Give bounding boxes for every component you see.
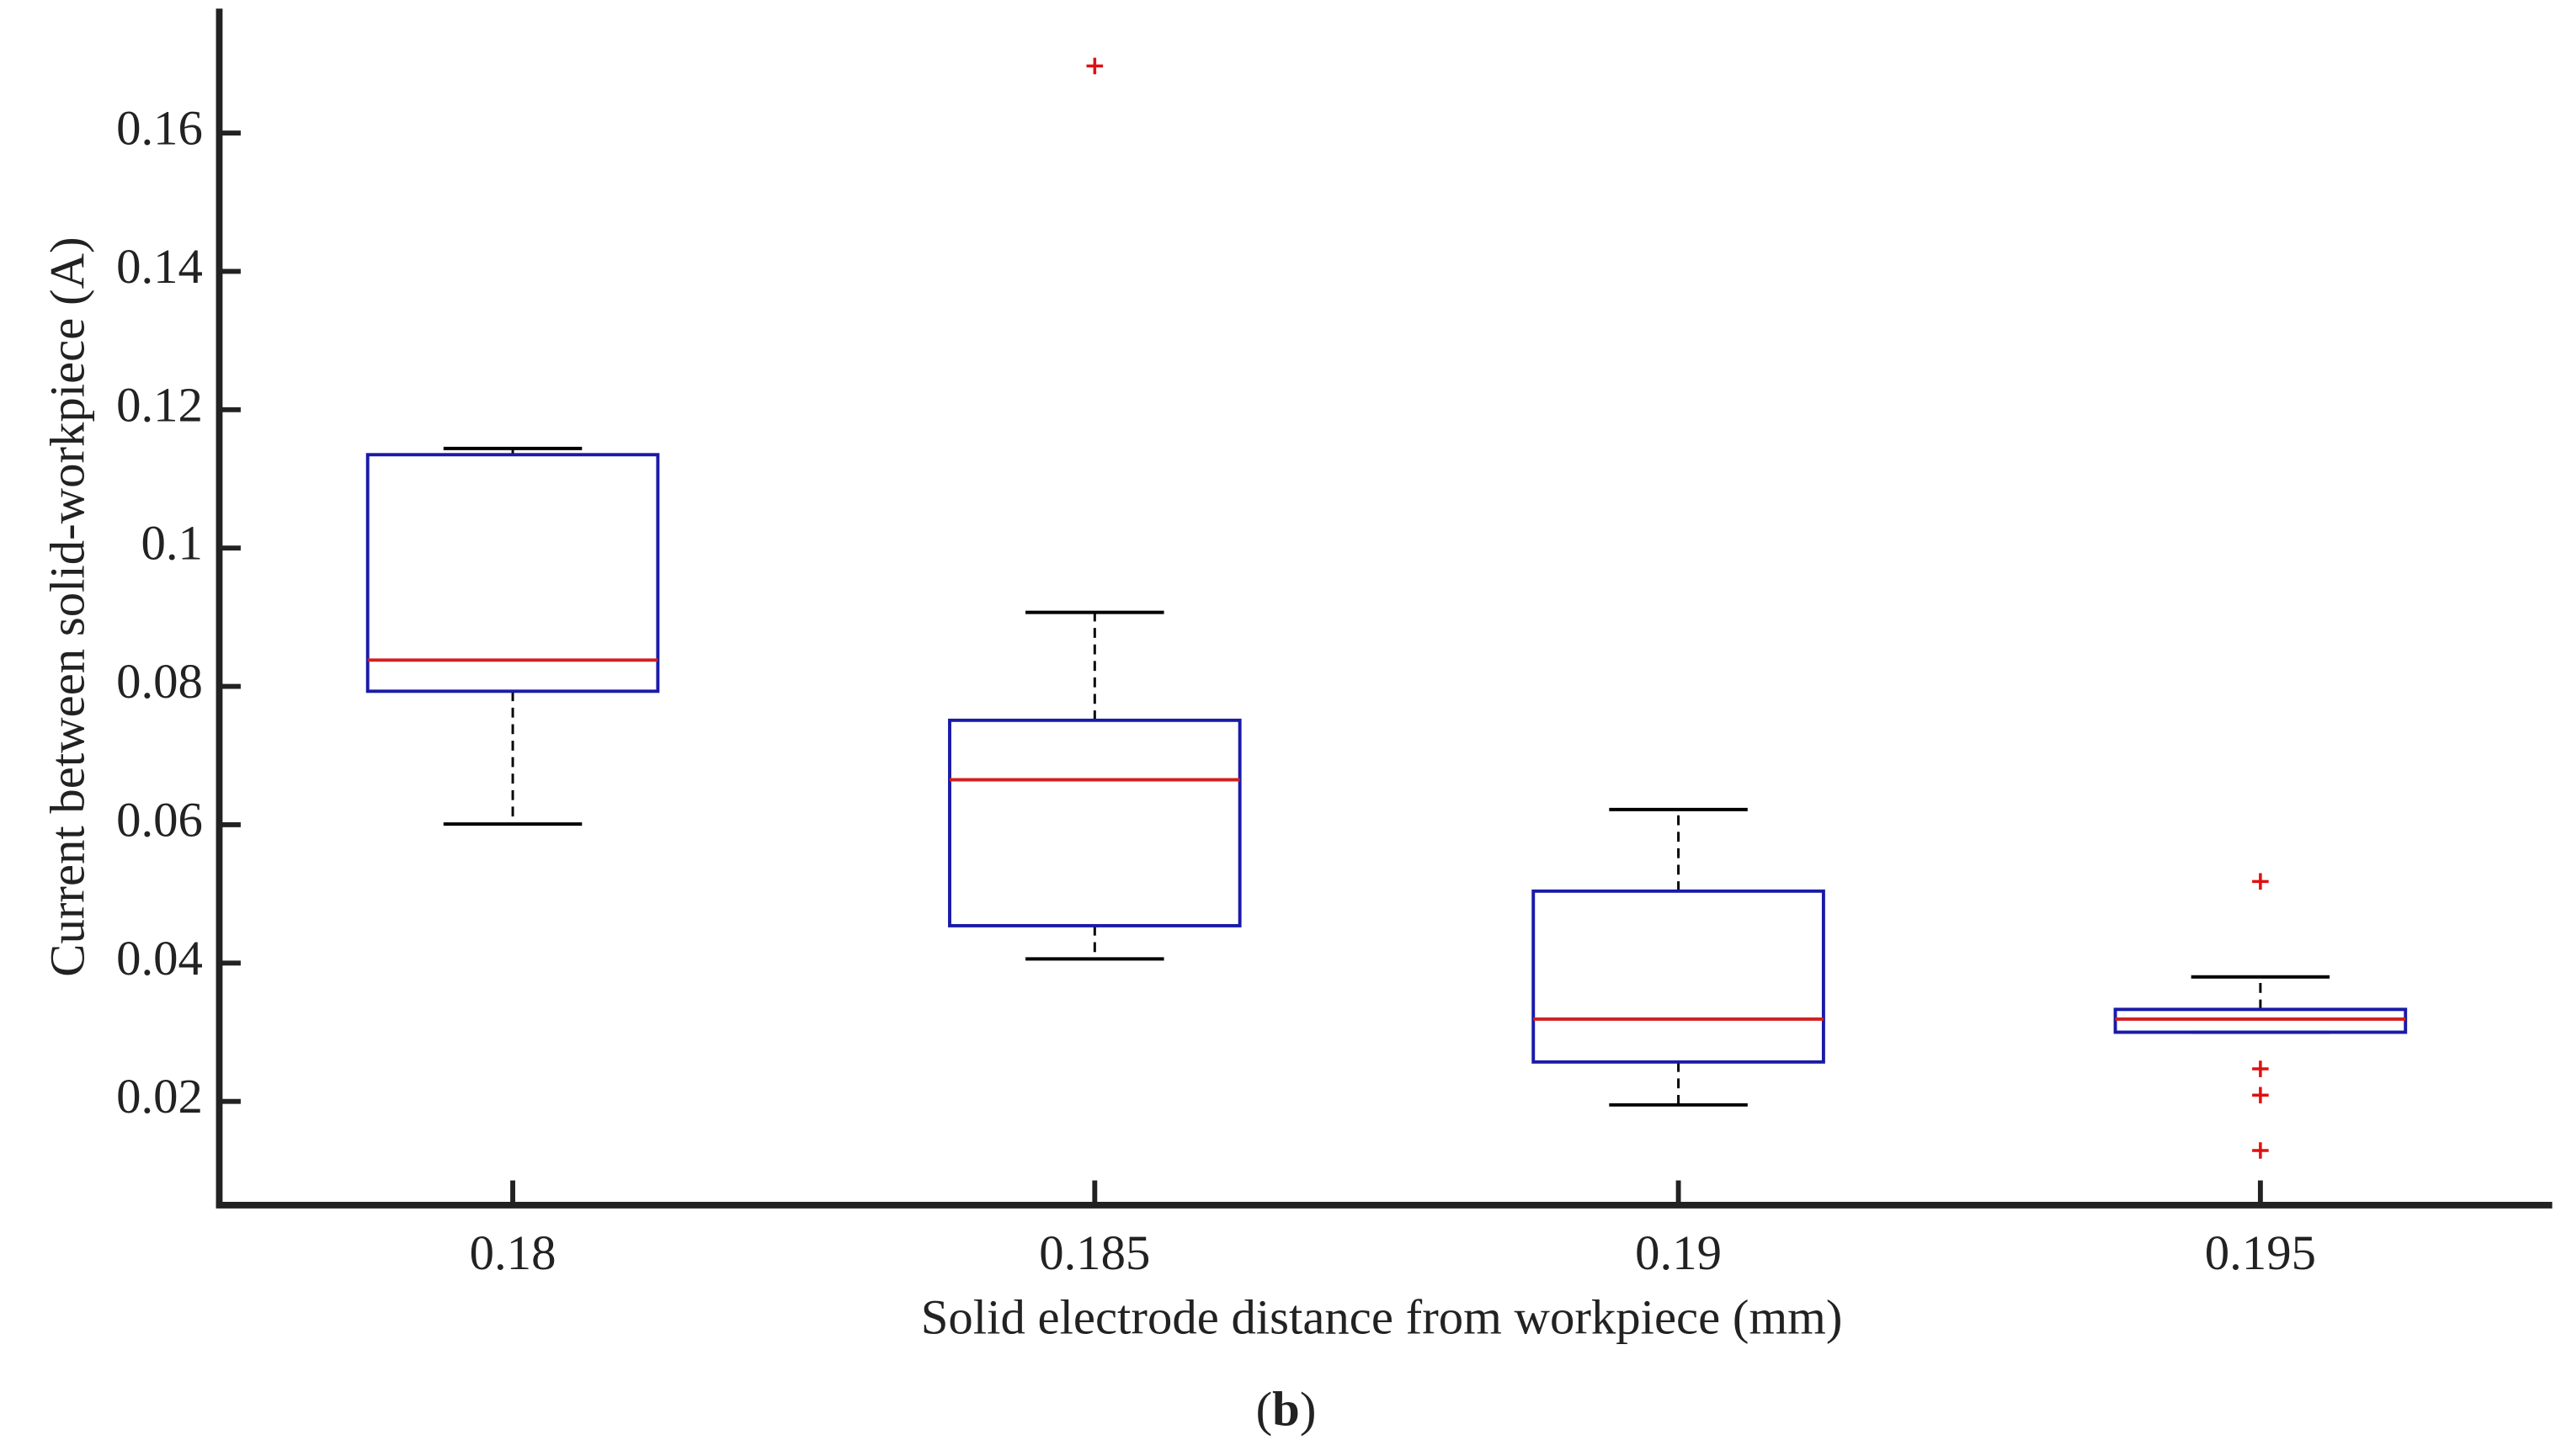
y-tick-label: 0.12 [116,377,203,432]
outlier [2252,1087,2269,1104]
y-tick-label: 0.08 [116,654,203,709]
y-tick-label: 0.16 [116,101,203,156]
box [2113,1007,2408,1034]
y-tick-label: 0.02 [116,1069,203,1124]
x-tick-label: 0.195 [2205,1225,2316,1280]
y-tick-label: 0.1 [141,516,202,571]
x-tick-label: 0.19 [1635,1225,1722,1280]
y-axis-label: Current between solid-workpiece (A) [40,236,95,976]
caption-text: b [1272,1382,1300,1437]
y-tick-label: 0.14 [116,239,203,294]
x-tick-label: 0.185 [1039,1225,1150,1280]
box [948,718,1242,927]
caption: (b) [1256,1382,1317,1437]
x-axis-label: Solid electrode distance from workpiece … [921,1289,1843,1344]
outlier [2252,1060,2269,1077]
outlier [2252,1142,2269,1159]
outlier [1086,57,1104,75]
outlier [2252,873,2269,890]
y-tick-label: 0.04 [116,931,203,986]
box [1531,889,1825,1064]
box [365,453,660,693]
x-tick-label: 0.18 [470,1225,556,1280]
y-tick-label: 0.06 [116,792,203,847]
